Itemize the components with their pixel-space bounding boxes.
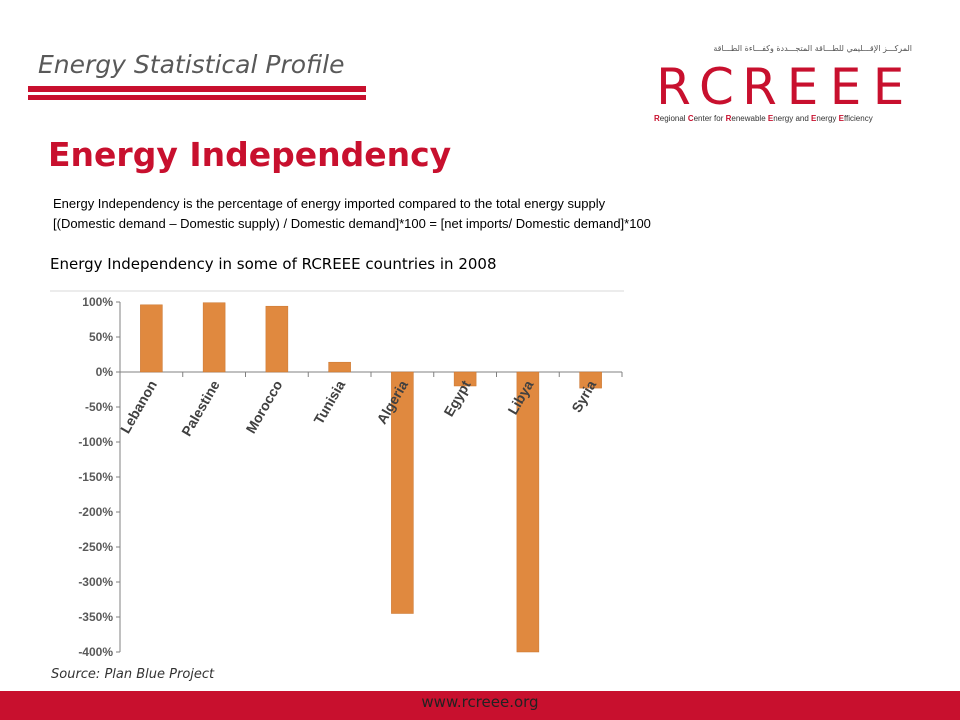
bar-morocco: [265, 305, 289, 373]
logo-letter: R: [656, 60, 691, 108]
chart-title: Energy Independency in some of RCREEE co…: [50, 255, 497, 273]
logo-arabic-text: المركـــز الإقـــليمي للطـــاقة المتجـــ…: [713, 44, 912, 53]
bar-palestine: [202, 302, 226, 373]
bar-egypt: [453, 371, 477, 387]
y-tick-label: -350%: [78, 610, 113, 624]
bar-tunisia: [328, 361, 351, 373]
logo-subtitle-part: fficiency: [843, 114, 873, 123]
y-tick-label: 50%: [89, 330, 113, 344]
logo-subtitle-part: E: [767, 114, 774, 123]
description-line-2: [(Domestic demand – Domestic supply) / D…: [53, 216, 651, 231]
logo-subtitle-part: enewable: [731, 114, 768, 123]
y-tick-label: -150%: [78, 470, 113, 484]
y-tick-label: -400%: [78, 645, 113, 659]
y-tick-label: -300%: [78, 575, 113, 589]
y-tick-label: 0%: [96, 365, 114, 379]
header-rule-top: [28, 86, 366, 92]
y-tick-label: -50%: [85, 400, 113, 414]
header-title: Energy Statistical Profile: [38, 50, 345, 79]
footer-url[interactable]: www.rcreee.org: [421, 693, 539, 711]
bar-algeria: [391, 371, 414, 614]
logo-subtitle-part: E: [838, 114, 844, 123]
logo-subtitle: Regional Center for Renewable Energy and…: [654, 114, 873, 123]
y-tick-label: 100%: [82, 295, 113, 309]
logo-subtitle-part: E: [811, 114, 817, 123]
logo-letter: E: [787, 60, 819, 108]
logo-subtitle-part: nergy: [816, 114, 839, 123]
bar-syria: [579, 371, 602, 389]
y-tick-label: -200%: [78, 505, 113, 519]
source-note: Source: Plan Blue Project: [51, 667, 215, 682]
logo-subtitle-part: egional: [659, 114, 688, 123]
logo-subtitle-part: nergy and: [773, 114, 812, 123]
logo-subtitle-part: R: [654, 114, 660, 123]
rcreee-logo: المركـــز الإقـــليمي للطـــاقة المتجـــ…: [650, 44, 912, 130]
energy-independency-chart: 100% 50% 0% -50% -100% -150% -200% -250% -300% -3…: [50, 290, 624, 665]
logo-letter: R: [742, 60, 777, 108]
logo-letter: C: [699, 60, 734, 108]
logo-letter: E: [830, 60, 862, 108]
logo-subtitle-part: R: [725, 114, 732, 123]
y-tick-label: -100%: [78, 435, 113, 449]
page-title: Energy Independency: [48, 135, 452, 174]
logo-letter: E: [873, 60, 905, 108]
bar-lebanon: [140, 304, 163, 373]
description-line-1: Energy Independency is the percentage of…: [53, 196, 606, 211]
logo-subtitle-part: enter for: [693, 114, 726, 123]
header-rule-bottom: [28, 95, 366, 100]
bar-libya: [516, 371, 540, 653]
footer-bar: www.rcreee.org: [0, 691, 960, 720]
y-tick-label: -250%: [78, 540, 113, 554]
logo-subtitle-part: C: [687, 114, 694, 123]
